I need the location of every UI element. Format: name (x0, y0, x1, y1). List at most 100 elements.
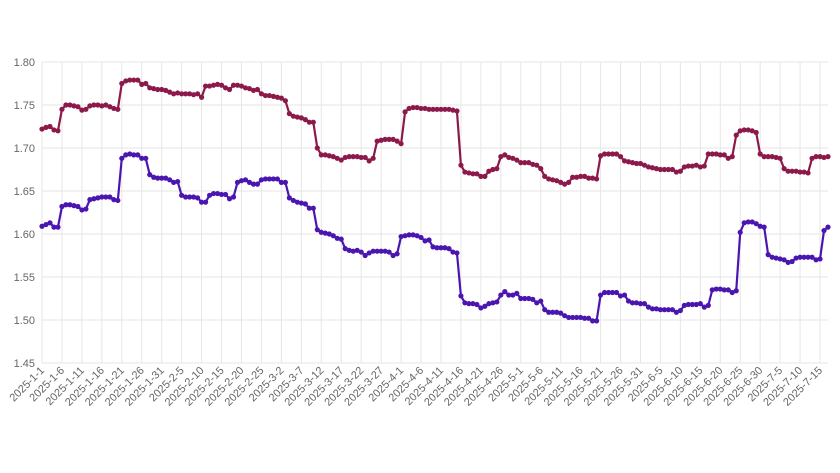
data-point[interactable] (765, 252, 771, 258)
data-point[interactable] (103, 102, 109, 108)
data-point[interactable] (733, 288, 739, 294)
data-point[interactable] (609, 289, 616, 296)
data-point[interactable] (809, 254, 815, 260)
data-point[interactable] (366, 250, 372, 256)
data-point[interactable] (270, 176, 277, 182)
data-point[interactable] (681, 164, 687, 170)
data-point[interactable] (741, 127, 747, 133)
data-point[interactable] (394, 251, 400, 257)
data-point[interactable] (562, 181, 568, 187)
data-point[interactable] (214, 81, 221, 87)
data-point[interactable] (290, 197, 296, 204)
data-point[interactable] (749, 128, 755, 134)
data-point[interactable] (123, 152, 129, 158)
data-point[interactable] (438, 106, 444, 112)
data-point[interactable] (605, 289, 612, 296)
data-point[interactable] (83, 106, 89, 112)
data-point[interactable] (127, 151, 133, 157)
data-point[interactable] (234, 179, 241, 185)
data-point[interactable] (785, 259, 791, 265)
data-point[interactable] (454, 250, 460, 256)
data-point[interactable] (350, 154, 356, 160)
data-point[interactable] (486, 168, 492, 174)
data-point[interactable] (657, 166, 664, 173)
data-point[interactable] (262, 176, 269, 182)
data-point[interactable] (202, 199, 209, 205)
data-point[interactable] (621, 292, 628, 298)
data-point[interactable] (63, 202, 69, 208)
data-point[interactable] (789, 258, 795, 265)
data-point[interactable] (506, 292, 512, 298)
data-point[interactable] (159, 175, 165, 181)
data-point[interactable] (230, 194, 237, 200)
data-point[interactable] (123, 78, 129, 84)
data-point[interactable] (534, 162, 540, 168)
data-point[interactable] (163, 175, 169, 181)
data-point[interactable] (625, 298, 632, 304)
data-point[interactable] (470, 301, 476, 307)
data-point[interactable] (645, 164, 652, 170)
data-point[interactable] (601, 151, 608, 157)
data-point[interactable] (302, 117, 308, 123)
data-point[interactable] (705, 151, 711, 157)
data-point[interactable] (246, 86, 253, 92)
data-point[interactable] (294, 199, 300, 205)
data-point[interactable] (593, 176, 600, 182)
data-point[interactable] (99, 194, 105, 200)
data-point[interactable] (79, 207, 85, 213)
data-point[interactable] (354, 154, 360, 160)
data-point[interactable] (266, 92, 273, 99)
data-point[interactable] (777, 256, 783, 262)
data-point[interactable] (530, 296, 536, 302)
data-point[interactable] (709, 287, 715, 293)
data-point[interactable] (83, 206, 89, 212)
data-point[interactable] (797, 169, 803, 175)
data-point[interactable] (518, 295, 524, 302)
data-point[interactable] (358, 154, 364, 161)
data-point[interactable] (426, 106, 432, 112)
data-point[interactable] (637, 160, 644, 167)
data-point[interactable] (785, 168, 791, 174)
data-point[interactable] (801, 254, 807, 260)
data-point[interactable] (131, 77, 137, 83)
data-point[interactable] (793, 168, 799, 174)
data-point[interactable] (613, 289, 620, 296)
data-point[interactable] (151, 174, 157, 180)
data-point[interactable] (645, 304, 652, 310)
data-point[interactable] (593, 318, 600, 324)
data-point[interactable] (87, 197, 93, 203)
data-point[interactable] (326, 153, 332, 159)
data-point[interactable] (63, 102, 69, 108)
data-point[interactable] (737, 128, 743, 134)
data-point[interactable] (87, 103, 93, 109)
data-point[interactable] (733, 132, 739, 138)
data-point[interactable] (617, 293, 624, 299)
data-point[interactable] (629, 160, 636, 166)
data-point[interactable] (187, 91, 193, 97)
data-point[interactable] (558, 310, 564, 316)
data-point[interactable] (370, 155, 376, 161)
data-point[interactable] (613, 151, 620, 157)
data-point[interactable] (302, 201, 308, 207)
data-point[interactable] (278, 179, 284, 185)
data-point[interactable] (226, 86, 233, 93)
data-point[interactable] (442, 245, 448, 251)
data-point[interactable] (71, 103, 77, 109)
data-point[interactable] (39, 223, 45, 229)
data-point[interactable] (406, 105, 412, 112)
data-point[interactable] (410, 232, 416, 238)
data-point[interactable] (633, 160, 640, 167)
data-point[interactable] (522, 295, 528, 302)
data-point[interactable] (446, 246, 452, 252)
data-point[interactable] (218, 82, 225, 88)
data-point[interactable] (721, 152, 727, 158)
data-point[interactable] (713, 286, 719, 292)
data-point[interactable] (238, 178, 245, 184)
data-point[interactable] (430, 106, 436, 112)
data-point[interactable] (103, 194, 109, 200)
data-point[interactable] (450, 107, 456, 113)
data-point[interactable] (446, 106, 452, 112)
data-point[interactable] (402, 233, 408, 239)
data-point[interactable] (95, 195, 101, 201)
data-point[interactable] (155, 175, 161, 181)
